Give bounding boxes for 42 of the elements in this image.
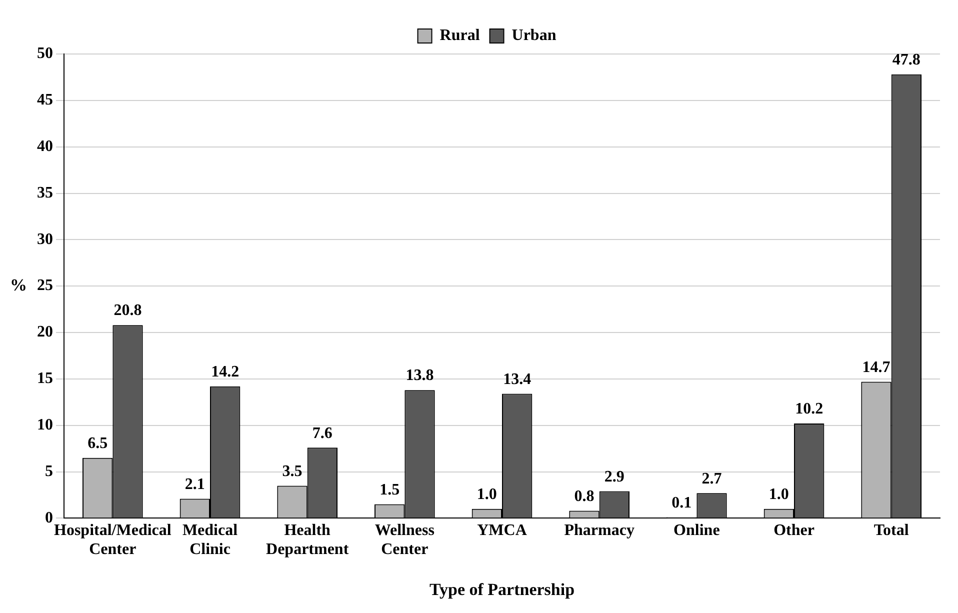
y-tick-label: 0 [45, 509, 53, 526]
data-label: 13.4 [503, 370, 532, 388]
y-tick-label: 45 [37, 92, 53, 109]
y-tick-label: 20 [37, 324, 53, 341]
x-tick-label: Medical Clinic [182, 522, 238, 558]
data-label: 6.5 [88, 434, 108, 452]
x-tick-label: Total [874, 522, 910, 539]
data-label: 14.2 [211, 364, 240, 381]
x-tick-label: YMCA [477, 522, 528, 539]
x-tick-label: Pharmacy [564, 522, 634, 539]
y-tick-label: 15 [37, 370, 53, 388]
data-label: 0.1 [672, 494, 692, 512]
legend-label: Rural [440, 27, 480, 44]
x-tick-label: Wellness Center [374, 522, 434, 558]
data-label: 2.1 [184, 476, 205, 493]
data-label: 20.8 [114, 302, 142, 320]
x-axis-title: Type of Partnership [429, 580, 575, 600]
legend-label: Urban [512, 27, 556, 44]
data-label: 2.9 [604, 468, 624, 486]
data-label: 3.5 [282, 462, 302, 480]
data-label: 14.7 [862, 358, 890, 376]
data-label: 47.8 [892, 52, 920, 69]
data-label: 0.8 [574, 488, 594, 505]
y-axis-title: % [10, 275, 27, 294]
y-tick-label: 30 [37, 230, 53, 248]
data-label: 1.0 [476, 486, 497, 504]
data-label: 13.8 [406, 367, 434, 384]
x-tick-label: Hospital/Medical Center [54, 522, 172, 558]
x-tick-label: Health Department [266, 522, 350, 558]
data-label: 10.2 [795, 400, 824, 418]
x-tick-label: Other [774, 522, 814, 539]
data-label: 2.7 [702, 470, 722, 488]
y-tick-label: 25 [37, 277, 53, 294]
y-tick-label: 5 [45, 462, 53, 480]
y-tick-label: 40 [37, 138, 53, 155]
y-tick-label: 35 [37, 184, 53, 202]
data-label: 1.0 [768, 486, 789, 504]
data-label: 1.5 [380, 481, 400, 498]
y-tick-label: 10 [37, 416, 53, 434]
y-tick-label: 50 [37, 45, 53, 62]
x-tick-label: Online [674, 522, 720, 539]
data-label: 7.6 [312, 424, 332, 442]
